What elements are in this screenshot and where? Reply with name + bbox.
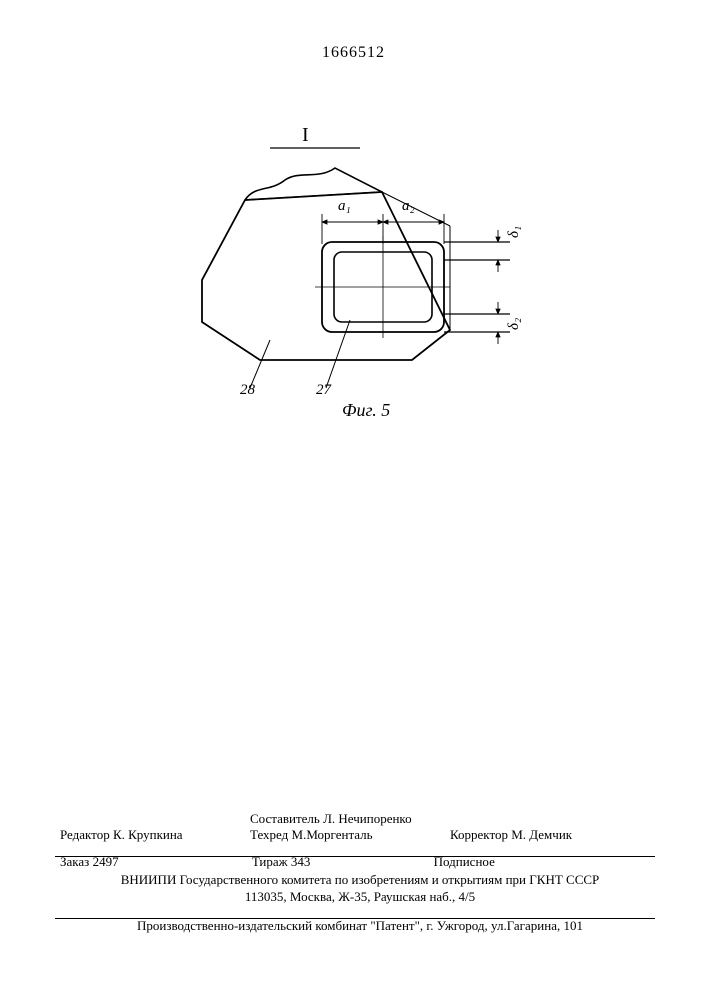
order-line: Заказ 2497 Тираж 343 Подписное (60, 854, 660, 870)
vniipi-line2: 113035, Москва, Ж-35, Раушская наб., 4/5 (60, 889, 660, 906)
zakaz-label: Заказ (60, 854, 89, 869)
corrector-label: Корректор (450, 827, 508, 842)
dim-d1-label: δ₁ (506, 226, 523, 238)
production-line: Производственно-издательский комбинат "П… (60, 918, 660, 934)
compiler-label: Составитель (250, 811, 320, 826)
document-number: 1666512 (0, 44, 707, 62)
figure-svg (150, 130, 570, 410)
editor-name: К. Крупкина (113, 827, 183, 842)
tiraz-label: Тираж (252, 854, 288, 869)
compiler-name: Л. Нечипоренко (323, 811, 412, 826)
figure-5: I a₁ a₂ δ₁ δ₂ 27 28 (150, 130, 570, 410)
dim-a1-label: a₁ (338, 198, 351, 215)
tiraz-no: 343 (291, 854, 311, 869)
techred-name: М.Моргенталь (292, 827, 373, 842)
podpisnoe: Подписное (434, 854, 495, 870)
ref-27: 27 (316, 382, 331, 399)
ref-28: 28 (240, 382, 255, 399)
page: 1666512 (0, 0, 707, 1000)
view-label: I (302, 124, 309, 147)
figure-caption: Фиг. 5 (342, 400, 390, 421)
corrector-name: М. Демчик (511, 827, 572, 842)
editor-label: Редактор (60, 827, 110, 842)
zakaz-no: 2497 (93, 854, 119, 869)
dim-a2-label: a₂ (402, 198, 415, 215)
vniipi-line1: ВНИИПИ Государственного комитета по изоб… (60, 872, 660, 889)
vniipi-block: ВНИИПИ Государственного комитета по изоб… (60, 872, 660, 906)
dim-d2-label: δ₂ (506, 318, 523, 330)
techred-label: Техред (250, 827, 288, 842)
